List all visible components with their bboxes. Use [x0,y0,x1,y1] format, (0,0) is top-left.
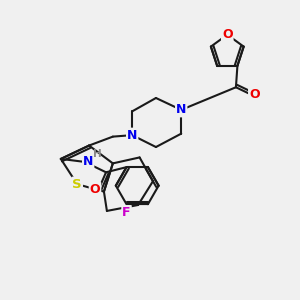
Text: S: S [72,178,82,191]
Text: N: N [83,155,93,168]
Text: O: O [222,28,232,41]
Text: F: F [122,206,131,219]
Text: O: O [90,183,100,196]
Text: H: H [93,148,101,159]
Text: O: O [249,88,260,101]
Text: N: N [127,129,137,142]
Text: N: N [176,103,186,116]
